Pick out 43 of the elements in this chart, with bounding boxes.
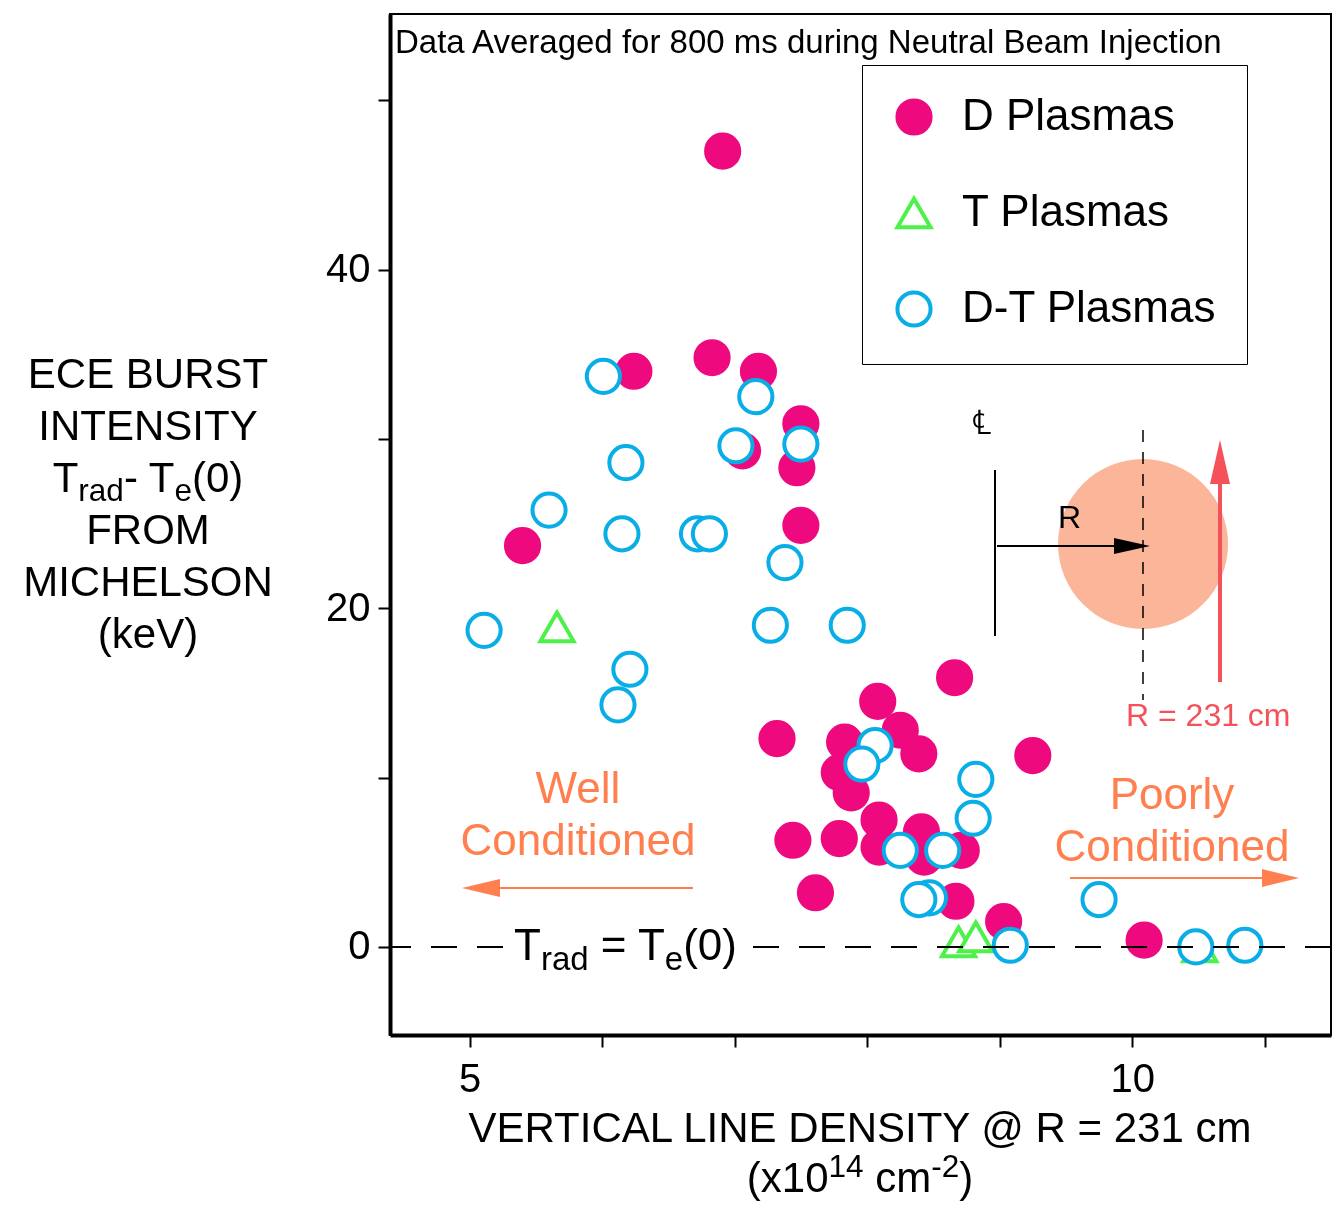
text: ECE BURST INTENSITY T$_{rad}$- T$_{e}$(0) FROM MICHELSON (keV) bbox=[23, 350, 273, 657]
point bbox=[758, 720, 796, 758]
point bbox=[704, 132, 742, 170]
point bbox=[690, 515, 728, 553]
annotation: Well Conditioned bbox=[459, 762, 697, 866]
point bbox=[537, 608, 577, 644]
point bbox=[717, 427, 755, 465]
x-tick-label: 5 bbox=[458, 1055, 482, 1100]
point bbox=[900, 735, 938, 773]
point bbox=[859, 682, 897, 720]
point bbox=[881, 831, 919, 869]
point bbox=[774, 821, 812, 859]
legend-label: T Plasmas bbox=[962, 186, 1170, 235]
annotation: R = 231 cm bbox=[1126, 696, 1291, 735]
point bbox=[843, 745, 881, 783]
annotation: R bbox=[1058, 498, 1082, 537]
legend-label: D Plasmas bbox=[962, 90, 1175, 139]
x-axis-title: VERTICAL LINE DENSITY @ R = 231 cm (x10$^{14}$ cm$^{-2}$) bbox=[467, 1103, 1253, 1203]
point bbox=[503, 527, 542, 565]
y-tick-label: 40 bbox=[326, 246, 371, 291]
point bbox=[1014, 737, 1052, 775]
point bbox=[820, 820, 858, 858]
point bbox=[900, 880, 938, 919]
point bbox=[936, 659, 974, 697]
legend-label: D-T Plasmas bbox=[962, 282, 1216, 331]
point bbox=[693, 339, 731, 377]
point bbox=[924, 831, 962, 869]
point bbox=[782, 506, 820, 544]
point bbox=[737, 378, 775, 416]
ref-line-label: T$_{rad}$ = T$_{e}$(0) bbox=[513, 918, 738, 977]
annotation: ℄ bbox=[972, 402, 991, 443]
point bbox=[796, 874, 835, 912]
x-tick-label: 10 bbox=[1110, 1055, 1155, 1100]
point bbox=[957, 920, 995, 954]
point bbox=[1125, 921, 1163, 959]
point bbox=[991, 926, 1029, 964]
chart-title: Data Averaged for 800 ms during Neutral Beam Injection bbox=[395, 22, 1222, 62]
point bbox=[615, 352, 653, 390]
point bbox=[782, 425, 820, 463]
annotation: Poorly Conditioned bbox=[1053, 768, 1291, 872]
y-tick-label: 20 bbox=[326, 584, 371, 629]
y-tick-label: 0 bbox=[348, 923, 371, 968]
point bbox=[1177, 928, 1215, 966]
